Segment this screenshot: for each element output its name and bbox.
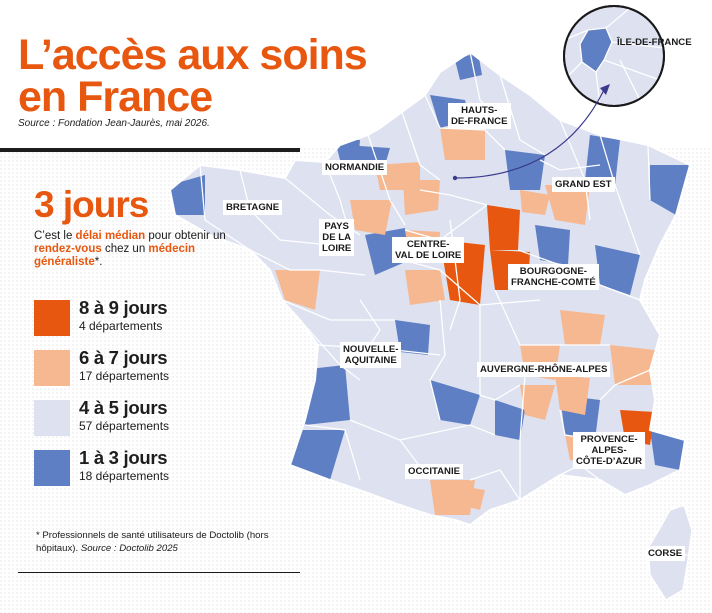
desc-text-3: chez un bbox=[101, 243, 149, 255]
legend-item-1-3: 1 à 3 jours 18 départements bbox=[34, 448, 234, 488]
dept-loiret bbox=[487, 205, 520, 250]
dept-finistere bbox=[170, 175, 205, 215]
dept-aisne bbox=[440, 128, 485, 160]
dept-jura bbox=[595, 245, 640, 295]
legend-count: 18 départements bbox=[79, 469, 170, 483]
page-title: L’accès aux soins en France bbox=[18, 31, 368, 121]
inset-connector bbox=[452, 84, 610, 181]
dept-cher bbox=[430, 380, 480, 425]
desc-highlight-3: médecin généraliste bbox=[34, 243, 196, 268]
legend-item-4-5: 4 à 5 jours 57 départements bbox=[34, 398, 234, 438]
legend-label: 1 à 3 jours bbox=[79, 447, 168, 468]
legend-item-8-9: 8 à 9 jours 4 départements bbox=[34, 298, 234, 338]
region-label-pays-de-la-loire: PAYS DE LA LOIRE bbox=[319, 219, 355, 256]
region-label-nouvelle-aquitaine: NOUVELLE- AQUITAINE bbox=[340, 342, 402, 368]
dept-vendee bbox=[275, 270, 320, 310]
legend-label: 6 à 7 jours bbox=[79, 347, 168, 368]
legend-count: 17 départements bbox=[79, 369, 170, 383]
region-label-auvergne-rhone-alpes: AUVERGNE-RHÔNE-ALPES bbox=[477, 362, 611, 377]
dept-drome bbox=[520, 385, 555, 420]
mainland-france bbox=[169, 51, 691, 526]
legend-count: 4 départements bbox=[79, 319, 163, 333]
source-caption: Source : Fondation Jean-Jaurès, mai 2026… bbox=[18, 118, 210, 129]
region-label-provence-alpes-cote-dazur: PROVENCE- ALPES- CÔTE-D’AZUR bbox=[573, 432, 646, 469]
footnote-source: Source : Doctolib 2025 bbox=[80, 543, 178, 554]
region-label-corse: CORSE bbox=[645, 546, 686, 561]
dept-deux-sevres bbox=[520, 190, 550, 215]
legend-item-6-7: 6 à 7 jours 17 départements bbox=[34, 348, 234, 388]
region-label-centre-val-de-loire: CENTRE- VAL DE LOIRE bbox=[392, 237, 465, 263]
region-label-occitanie: OCCITANIE bbox=[405, 464, 464, 479]
legend-swatch bbox=[34, 350, 70, 386]
dept-aube bbox=[545, 185, 590, 225]
desc-text-1: C’est le bbox=[34, 230, 76, 242]
ile-de-france-inset bbox=[563, 5, 665, 107]
dept-aveyron bbox=[495, 400, 525, 440]
desc-highlight-1: délai médian bbox=[75, 230, 146, 242]
dept-haute-garonne bbox=[455, 485, 485, 510]
dept-pas-de-calais bbox=[455, 52, 482, 80]
legend-label: 8 à 9 jours bbox=[79, 297, 168, 318]
region-label-hauts-de-france: HAUTS- DE-FRANCE bbox=[448, 103, 511, 129]
footnote: * Professionnels de santé utilisateurs d… bbox=[36, 529, 296, 555]
footnote-text: * Professionnels de santé utilisateurs d… bbox=[36, 530, 269, 554]
dept-orne bbox=[403, 180, 440, 215]
title-line-1: L’accès aux soins bbox=[18, 31, 368, 79]
region-label-ile-de-france: ÎLE-DE-FRANCE bbox=[617, 37, 692, 48]
dept-savoie bbox=[610, 345, 655, 385]
legend-label: 4 à 5 jours bbox=[79, 397, 168, 418]
headline-description: C’est le délai médian pour obtenir un re… bbox=[34, 230, 264, 269]
dept-nievre bbox=[535, 225, 570, 265]
dept-haute-vienne bbox=[395, 320, 430, 355]
legend-swatch bbox=[34, 400, 70, 436]
divider-top bbox=[0, 148, 300, 152]
dept-bas-rhin bbox=[650, 165, 690, 215]
dept-indre bbox=[405, 270, 445, 305]
region-label-grand-est: GRAND EST bbox=[552, 177, 615, 192]
desc-text-4: *. bbox=[94, 256, 103, 268]
dept-alpes-maritimes bbox=[650, 430, 685, 470]
dept-marne bbox=[505, 150, 545, 190]
dept-ain bbox=[560, 310, 605, 345]
region-label-bourgogne-franche-comte: BOURGOGNE- FRANCHE-COMTÉ bbox=[508, 264, 599, 290]
desc-highlight-2: rendez-vous bbox=[34, 243, 102, 255]
desc-text-2: pour obtenir un bbox=[145, 230, 226, 242]
region-label-normandie: NORMANDIE bbox=[322, 160, 388, 175]
dept-landes bbox=[290, 430, 345, 480]
legend-count: 57 départements bbox=[79, 419, 170, 433]
divider-bottom bbox=[18, 572, 300, 573]
headline-value: 3 jours bbox=[34, 184, 149, 225]
legend-swatch bbox=[34, 450, 70, 486]
dept-loire bbox=[555, 375, 590, 415]
region-label-bretagne: BRETAGNE bbox=[223, 200, 283, 215]
legend-swatch bbox=[34, 300, 70, 336]
title-line-2: en France bbox=[18, 73, 213, 121]
dept-mayenne bbox=[350, 200, 392, 235]
